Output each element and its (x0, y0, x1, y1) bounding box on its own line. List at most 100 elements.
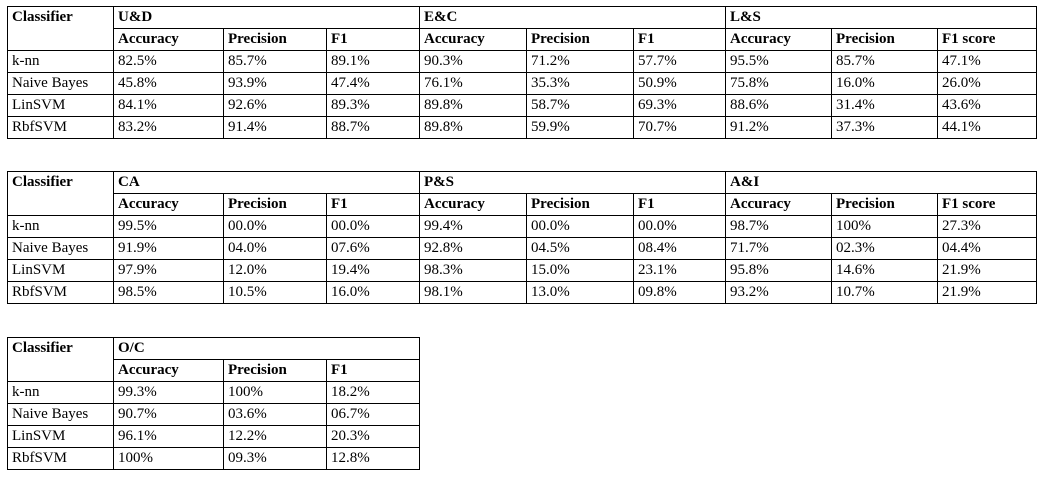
metric-header: F1 (326, 359, 420, 382)
metric-value: 15.0% (526, 259, 635, 282)
metric-value: 37.3% (831, 116, 939, 139)
metric-value: 92.6% (223, 94, 327, 117)
metric-value: 16.0% (325, 281, 421, 304)
classifier-name: k-nn (7, 215, 114, 238)
table-row: RbfSVM 83.2% 91.4% 88.7% 89.8% 59.9% 70.… (7, 116, 1038, 139)
classifier-name: RbfSVM (7, 116, 114, 139)
metric-value: 90.3% (419, 50, 527, 73)
metric-value: 09.3% (223, 447, 327, 470)
metric-value: 75.8% (725, 72, 833, 95)
metric-value: 31.4% (831, 94, 939, 117)
metric-value: 91.4% (223, 116, 327, 139)
group-header: A&I (725, 171, 1038, 194)
metric-value: 99.5% (113, 215, 224, 238)
metric-value: 18.2% (326, 381, 420, 404)
metric-header: F1 score (937, 193, 1038, 216)
metric-value: 03.6% (223, 403, 327, 426)
metric-value: 100% (831, 215, 939, 238)
metric-value: 23.1% (633, 259, 727, 282)
metric-header: Precision (223, 193, 327, 216)
classifier-name: k-nn (7, 50, 114, 73)
group-header: U&D (113, 6, 420, 29)
metric-value: 95.5% (725, 50, 833, 73)
table-row: k-nn 99.5% 00.0% 00.0% 99.4% 00.0% 00.0%… (7, 215, 1038, 238)
table-row: LinSVM 97.9% 12.0% 19.4% 98.3% 15.0% 23.… (7, 259, 1038, 282)
metric-value: 89.3% (326, 94, 420, 117)
metric-value: 35.3% (526, 72, 634, 95)
metric-header: Precision (223, 28, 327, 51)
metric-value: 58.7% (526, 94, 634, 117)
metric-value: 89.8% (419, 116, 527, 139)
metric-header: Precision (831, 193, 939, 216)
classifier-name: Naive Bayes (7, 72, 114, 95)
metric-value: 47.1% (937, 50, 1038, 73)
metric-value: 10.7% (831, 281, 939, 304)
metric-value: 43.6% (937, 94, 1038, 117)
classifier-name: LinSVM (7, 425, 114, 448)
table-row: LinSVM 84.1% 92.6% 89.3% 89.8% 58.7% 69.… (7, 94, 1038, 117)
metric-value: 88.6% (725, 94, 833, 117)
table-row: LinSVM 96.1% 12.2% 20.3% (7, 425, 420, 448)
metric-header: Accuracy (419, 193, 528, 216)
table-row: k-nn 99.3% 100% 18.2% (7, 381, 420, 404)
classifier-name: RbfSVM (7, 281, 114, 304)
metric-value: 85.7% (831, 50, 939, 73)
metric-header-row: Accuracy Precision F1 Accuracy Precision… (8, 28, 1038, 51)
metric-value: 20.3% (326, 425, 420, 448)
metric-value: 04.5% (526, 237, 635, 260)
metric-header: F1 (326, 28, 420, 51)
metric-value: 91.2% (725, 116, 833, 139)
metric-header-row: Accuracy Precision F1 Accuracy Precision… (8, 193, 1038, 216)
metric-value: 44.1% (937, 116, 1038, 139)
metric-header: Accuracy (113, 28, 224, 51)
metric-value: 09.8% (633, 281, 727, 304)
metric-value: 00.0% (633, 215, 727, 238)
metric-header: Accuracy (419, 28, 527, 51)
metric-value: 100% (223, 381, 327, 404)
metric-header: Precision (526, 28, 634, 51)
metric-value: 93.2% (725, 281, 833, 304)
metric-value: 00.0% (526, 215, 635, 238)
classifier-header: Classifier (7, 6, 114, 51)
results-table-3: Classifier O/C Accuracy Precision F1 k-n… (7, 337, 420, 470)
table-row: RbfSVM 100% 09.3% 12.8% (7, 447, 420, 470)
metric-value: 83.2% (113, 116, 224, 139)
metric-value: 06.7% (326, 403, 420, 426)
metric-value: 00.0% (325, 215, 421, 238)
group-header-row: Classifier U&D E&C L&S (7, 6, 1038, 51)
classifier-name: LinSVM (7, 259, 114, 282)
table-row: k-nn 82.5% 85.7% 89.1% 90.3% 71.2% 57.7%… (7, 50, 1038, 73)
metric-header: Precision (831, 28, 939, 51)
metric-value: 14.6% (831, 259, 939, 282)
metric-value: 02.3% (831, 237, 939, 260)
group-header-row: Classifier CA P&S A&I (7, 171, 1038, 216)
metric-value: 89.8% (419, 94, 527, 117)
table-row: Naive Bayes 45.8% 93.9% 47.4% 76.1% 35.3… (7, 72, 1038, 95)
metric-value: 89.1% (326, 50, 420, 73)
classifier-name: Naive Bayes (7, 403, 114, 426)
metric-value: 98.7% (725, 215, 833, 238)
metric-header: Precision (223, 359, 327, 382)
metric-header: Accuracy (725, 28, 833, 51)
metric-value: 57.7% (632, 50, 727, 73)
metric-header: Accuracy (113, 359, 224, 382)
metric-value: 71.2% (526, 50, 634, 73)
metric-value: 13.0% (526, 281, 635, 304)
classifier-name: Naive Bayes (7, 237, 114, 260)
metric-value: 27.3% (937, 215, 1038, 238)
metric-value: 12.2% (223, 425, 327, 448)
table-row: Naive Bayes 91.9% 04.0% 07.6% 92.8% 04.5… (7, 237, 1038, 260)
classifier-name: k-nn (7, 381, 114, 404)
metric-header: F1 score (937, 28, 1038, 51)
metric-value: 10.5% (223, 281, 327, 304)
group-header: O/C (113, 337, 420, 360)
classifier-name: LinSVM (7, 94, 114, 117)
metric-value: 12.0% (223, 259, 327, 282)
metric-value: 04.4% (937, 237, 1038, 260)
group-header: E&C (418, 6, 727, 29)
metric-value: 70.7% (632, 116, 727, 139)
metric-value: 16.0% (831, 72, 939, 95)
metric-value: 82.5% (113, 50, 224, 73)
metric-value: 91.9% (113, 237, 224, 260)
group-header: L&S (725, 6, 1038, 29)
